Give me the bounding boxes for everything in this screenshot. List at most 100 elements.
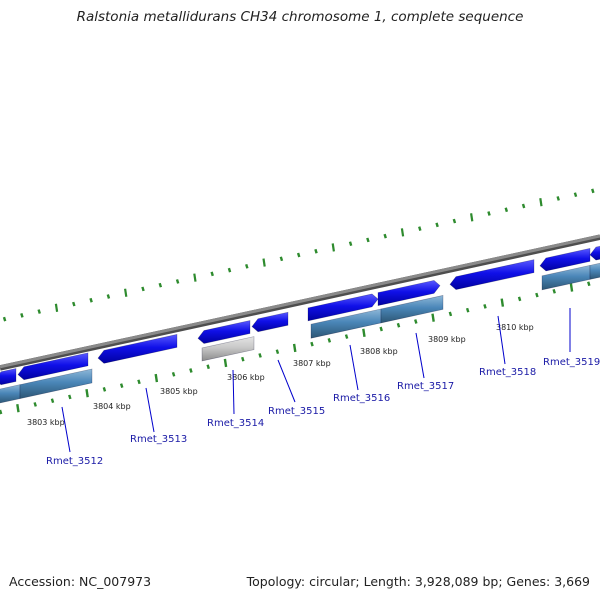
tick-label: 3809 kbp (428, 335, 466, 344)
outer-tick-mark (227, 267, 232, 273)
inner-tick-mark (119, 383, 124, 388)
gene-label: Rmet_3517 (397, 381, 454, 392)
outer-tick-mark (539, 198, 543, 207)
gene-label: Rmet_3513 (130, 434, 187, 445)
outer-tick-mark (348, 241, 353, 247)
outer-tick-mark (89, 297, 93, 303)
tick-label: 3808 kbp (360, 347, 398, 356)
outer-tick-mark (296, 252, 301, 258)
gene-feature (589, 245, 600, 261)
map-title: Ralstonia metallidurans CH34 chromosome … (76, 9, 524, 25)
outer-tick-mark (591, 188, 595, 194)
inner-tick-mark (535, 292, 539, 298)
inner-tick-mark (241, 356, 245, 362)
gene-feature (17, 352, 89, 381)
inner-tick-mark (431, 313, 435, 322)
outer-tick-mark (37, 309, 41, 314)
outer-tick-mark (418, 226, 422, 231)
gene-label: Rmet_3514 (207, 418, 264, 429)
tick-label: 3810 kbp (496, 323, 534, 332)
outer-tick-mark (124, 288, 128, 297)
inner-tick-mark (379, 326, 383, 332)
gene-leader-line (415, 332, 425, 379)
inner-tick-mark (517, 296, 522, 302)
inner-tick-mark (0, 409, 3, 415)
inner-tick-mark (587, 281, 591, 287)
inner-tick-mark (552, 288, 556, 294)
gene-feature (197, 320, 251, 344)
inner-tick-mark (68, 394, 72, 400)
inner-tick-mark (483, 304, 487, 309)
outer-tick-mark (314, 248, 318, 254)
pseudo-feature (201, 336, 255, 362)
outer-tick-mark (504, 207, 509, 213)
outer-tick-mark (141, 286, 145, 292)
inner-tick-mark (465, 307, 470, 313)
tick-label: 3804 kbp (93, 402, 131, 411)
outer-tick-mark (487, 211, 491, 216)
outer-tick-mark (20, 313, 24, 318)
gene-leader-line (145, 387, 155, 433)
gene-leader-line (232, 369, 235, 415)
inner-tick-mark (137, 379, 141, 385)
outer-tick-mark (470, 213, 474, 222)
cds-feature (19, 368, 93, 400)
sequence-backbone (0, 234, 600, 369)
gene-feature (449, 259, 535, 290)
inner-tick-mark (154, 373, 159, 383)
outer-tick-mark (245, 263, 249, 269)
outer-tick-mark (452, 218, 457, 224)
outer-tick-mark (573, 192, 578, 198)
cds-feature (380, 295, 444, 324)
gene-leader-line (497, 315, 506, 365)
inner-tick-mark (569, 283, 574, 292)
inner-tick-mark (258, 353, 262, 358)
inner-tick-mark (223, 358, 228, 368)
outer-tick-mark (521, 203, 526, 209)
outer-tick-mark (279, 256, 284, 262)
inner-tick-mark (500, 298, 505, 307)
tick-label: 3805 kbp (160, 387, 198, 396)
inner-tick-mark (396, 322, 401, 328)
cds-feature (0, 384, 21, 404)
gene-feature (0, 368, 17, 386)
inner-tick-mark (275, 349, 280, 355)
inner-tick-mark (448, 311, 453, 317)
outer-tick-mark (331, 243, 335, 252)
inner-tick-mark (189, 368, 193, 373)
outer-tick-mark (175, 279, 180, 284)
tick-label: 3807 kbp (293, 359, 331, 368)
gene-feature (377, 280, 441, 306)
outer-tick-mark (366, 237, 370, 243)
inner-tick-mark (206, 364, 210, 370)
inner-tick-mark (102, 387, 107, 392)
genome-summary-text: Topology: circular; Length: 3,928,089 bp… (246, 574, 590, 589)
gene-label: Rmet_3512 (46, 456, 103, 467)
gene-feature (251, 311, 289, 333)
tick-label: 3803 kbp (27, 418, 65, 427)
inner-tick-mark (50, 398, 55, 404)
accession-text: Accession: NC_007973 (9, 574, 152, 589)
inner-tick-mark (310, 341, 314, 347)
gene-label: Rmet_3515 (268, 406, 325, 417)
outer-tick-mark (383, 233, 387, 239)
inner-tick-mark (292, 343, 297, 353)
gene-leader-line (61, 406, 71, 453)
inner-tick-mark (171, 371, 176, 377)
gene-feature (97, 334, 178, 364)
inner-tick-mark (85, 388, 89, 398)
gene-label: Rmet_3516 (333, 393, 390, 404)
gene-leader-line (277, 359, 296, 403)
gene-label: Rmet_3519 (543, 357, 600, 368)
inner-tick-mark (327, 337, 332, 343)
outer-tick-mark (210, 271, 214, 277)
gene-feature (307, 293, 379, 322)
outer-tick-mark (158, 282, 163, 288)
outer-tick-mark (54, 303, 59, 312)
gene-leader-line (349, 344, 359, 391)
outer-tick-mark (556, 196, 560, 201)
inner-tick-mark (362, 328, 366, 337)
gene-label: Rmet_3518 (479, 367, 536, 378)
outer-tick-mark (2, 316, 7, 322)
inner-tick-mark (344, 334, 349, 339)
